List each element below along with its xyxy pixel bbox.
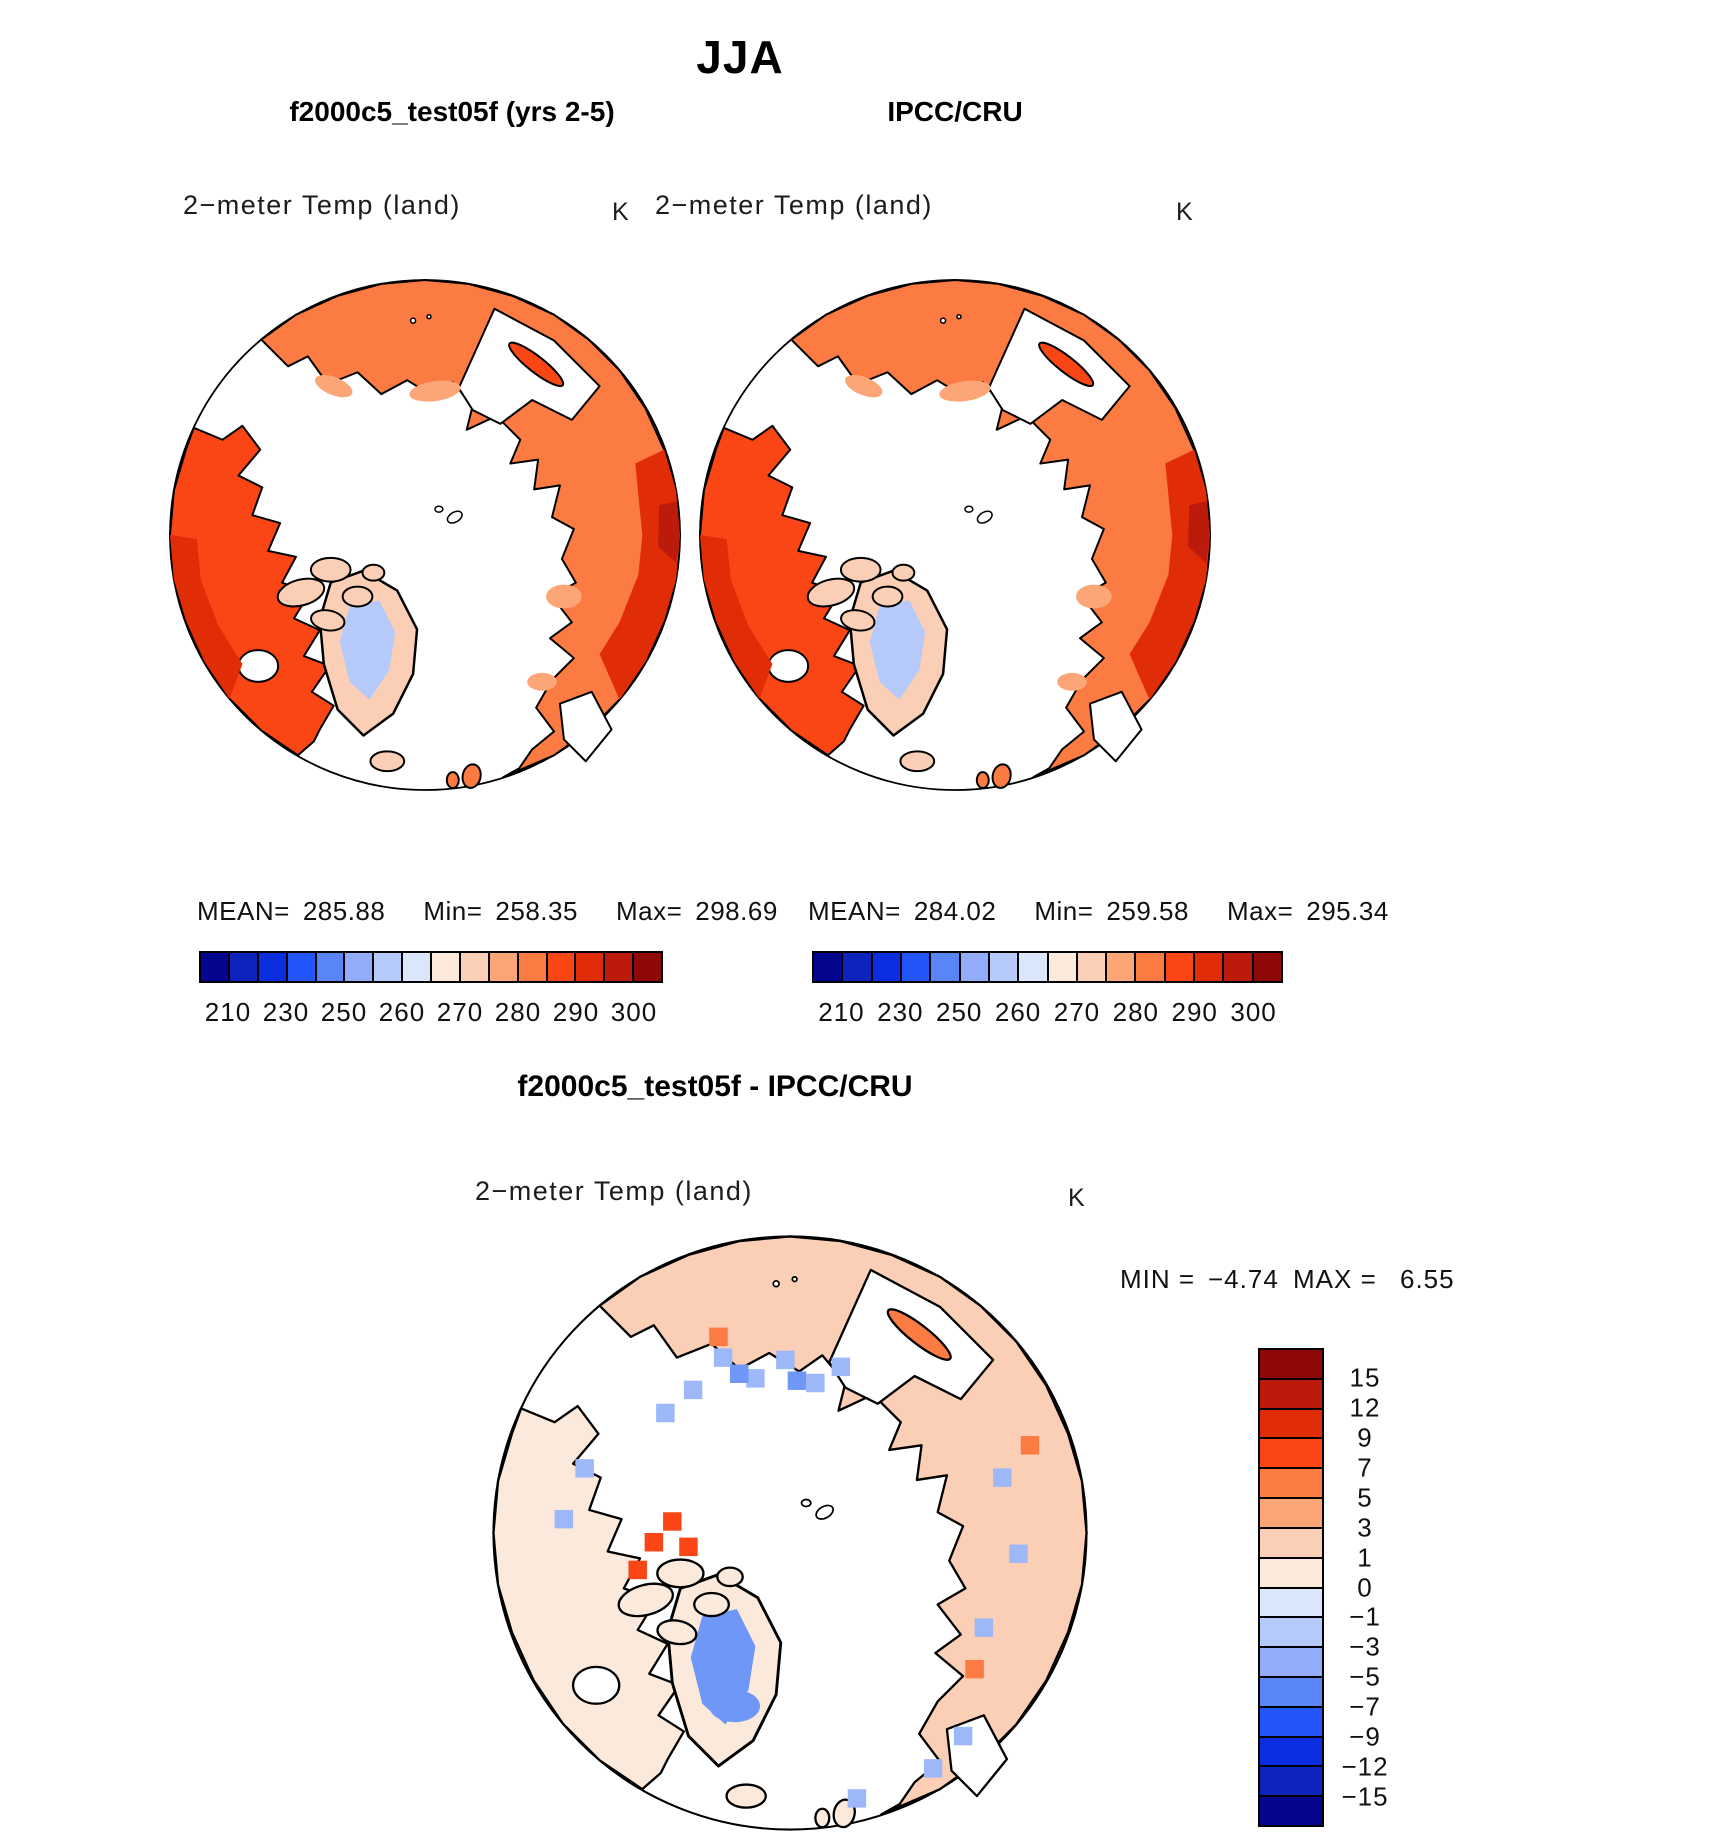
colorbar-diff bbox=[1258, 1348, 1324, 1827]
colorbar-tick: 270 bbox=[436, 997, 484, 1027]
max-value: 295.34 bbox=[1306, 896, 1389, 926]
colorbar-ticks-model: 210 230 250 260 270 280 290 300 bbox=[199, 997, 663, 1031]
colorbar-tick: −12 bbox=[1341, 1751, 1389, 1782]
field-label-obs: 2−meter Temp (land) bbox=[655, 190, 933, 220]
colorbar-tick: 300 bbox=[610, 997, 658, 1027]
colorbar-tick: −15 bbox=[1341, 1781, 1389, 1812]
colorbar-tick: 280 bbox=[1112, 997, 1160, 1027]
colorbar-tick: 15 bbox=[1349, 1362, 1381, 1393]
stats-row-obs: MEAN= 284.02 Min= 259.58 Max= 295.34 bbox=[808, 896, 1389, 927]
colorbar-tick: 280 bbox=[494, 997, 542, 1027]
diff-min-label: MIN = bbox=[1120, 1264, 1196, 1294]
colorbar-tick: 12 bbox=[1349, 1392, 1381, 1423]
colorbar-tick: −7 bbox=[1349, 1691, 1381, 1722]
field-label-model: 2−meter Temp (land) bbox=[183, 190, 461, 220]
panel-title-model: f2000c5_test05f (yrs 2-5) bbox=[289, 96, 615, 127]
diff-min-value: −4.74 bbox=[1208, 1264, 1279, 1294]
colorbar-tick: 0 bbox=[1357, 1572, 1373, 1602]
unit-label-model: K bbox=[612, 198, 630, 226]
colorbar-tick: 300 bbox=[1230, 997, 1277, 1027]
colorbar-tick: 230 bbox=[262, 997, 310, 1027]
colorbar-tick: −1 bbox=[1349, 1601, 1381, 1632]
colorbar-tick: 3 bbox=[1357, 1512, 1373, 1543]
mean-value: 284.02 bbox=[913, 896, 997, 926]
diff-max-value: 6.55 bbox=[1400, 1264, 1455, 1294]
colorbar-ticks-diff: 15 12 9 7 5 3 1 0 −1 −3 −5 −7 −9 −12 −15 bbox=[1330, 1348, 1400, 1827]
colorbar-tick: 270 bbox=[1053, 997, 1101, 1027]
colorbar-tick: 210 bbox=[204, 997, 252, 1027]
colorbar-tick: −5 bbox=[1349, 1661, 1381, 1692]
colorbar-obs bbox=[812, 951, 1283, 983]
polar-map-model bbox=[168, 278, 682, 792]
colorbar-tick: 250 bbox=[935, 997, 983, 1027]
colorbar-tick: 260 bbox=[378, 997, 426, 1027]
colorbar-tick: 260 bbox=[994, 997, 1042, 1027]
diff-max-label: MAX = bbox=[1293, 1264, 1377, 1294]
mean-label: MEAN= bbox=[197, 896, 290, 926]
polar-map-obs bbox=[698, 278, 1212, 792]
panel-title-obs: IPCC/CRU bbox=[887, 96, 1023, 127]
mean-value: 285.88 bbox=[302, 896, 386, 926]
colorbar-tick: 290 bbox=[552, 997, 600, 1027]
min-value: 258.35 bbox=[495, 896, 578, 926]
colorbar-tick: −3 bbox=[1349, 1631, 1381, 1662]
polar-map-diff bbox=[492, 1235, 1088, 1831]
figure-title: JJA bbox=[696, 31, 784, 83]
stats-row-model: MEAN= 285.88 Min= 258.35 Max= 298.69 bbox=[197, 896, 778, 927]
unit-label-obs: K bbox=[1176, 198, 1194, 226]
colorbar-tick: 5 bbox=[1357, 1482, 1373, 1513]
colorbar-tick: 230 bbox=[877, 997, 924, 1027]
colorbar-tick: 210 bbox=[818, 997, 865, 1027]
colorbar-ticks-obs: 210 230 250 260 270 280 290 300 bbox=[812, 997, 1283, 1031]
colorbar-tick: 290 bbox=[1171, 997, 1218, 1027]
min-label: Min= bbox=[423, 896, 483, 926]
mean-label: MEAN= bbox=[808, 896, 901, 926]
max-label: Max= bbox=[615, 896, 683, 926]
colorbar-tick: 7 bbox=[1357, 1452, 1373, 1483]
field-label-diff: 2−meter Temp (land) bbox=[475, 1176, 753, 1206]
colorbar-tick: 250 bbox=[320, 997, 368, 1027]
max-label: Max= bbox=[1226, 896, 1294, 926]
min-label: Min= bbox=[1034, 896, 1094, 926]
max-value: 298.69 bbox=[695, 896, 778, 926]
colorbar-tick: 9 bbox=[1357, 1422, 1373, 1453]
colorbar-tick: −9 bbox=[1349, 1721, 1381, 1752]
min-value: 259.58 bbox=[1106, 896, 1189, 926]
colorbar-tick: 1 bbox=[1357, 1542, 1373, 1573]
panel-title-diff: f2000c5_test05f - IPCC/CRU bbox=[517, 1070, 913, 1103]
unit-label-diff: K bbox=[1068, 1184, 1086, 1212]
colorbar-model bbox=[199, 951, 663, 983]
